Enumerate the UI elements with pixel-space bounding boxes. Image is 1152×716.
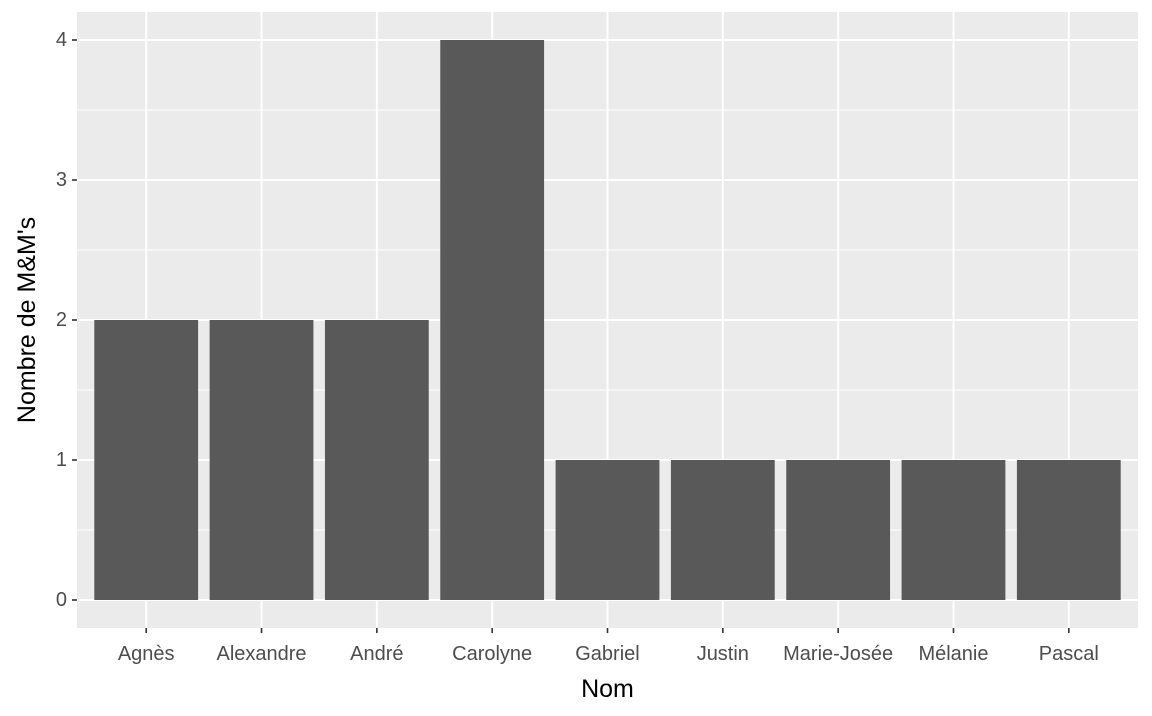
y-tick-label: 3 <box>56 169 67 191</box>
bar <box>670 460 775 600</box>
x-axis: Agnès Alexandre André Carolyne Gabriel Justin… <box>118 628 1099 665</box>
bar <box>901 460 1006 600</box>
x-tick-label: Alexandre <box>216 643 306 665</box>
x-tick-label: Gabriel <box>575 643 639 665</box>
bars <box>94 40 1121 600</box>
bar <box>209 320 314 600</box>
x-tick-label: Justin <box>697 643 749 665</box>
bar <box>555 460 660 600</box>
bar <box>440 40 545 600</box>
x-tick-label: Carolyne <box>452 643 532 665</box>
x-tick-label: Mélanie <box>918 643 988 665</box>
y-tick-label: 4 <box>56 29 67 51</box>
y-tick-label: 1 <box>56 449 67 471</box>
bar <box>94 320 199 600</box>
bar <box>324 320 429 600</box>
x-tick-label: André <box>350 643 403 665</box>
bar <box>786 460 891 600</box>
bar <box>1016 460 1121 600</box>
y-tick-label: 0 <box>56 589 67 611</box>
x-tick-label: Pascal <box>1039 643 1099 665</box>
x-tick-label: Agnès <box>118 643 175 665</box>
y-tick-label: 2 <box>56 309 67 331</box>
x-axis-title: Nom <box>581 675 634 703</box>
y-axis: 0 1 2 3 4 <box>56 29 77 611</box>
x-tick-label: Marie-Josée <box>783 643 893 665</box>
y-axis-title: Nombre de M&M's <box>13 217 41 423</box>
